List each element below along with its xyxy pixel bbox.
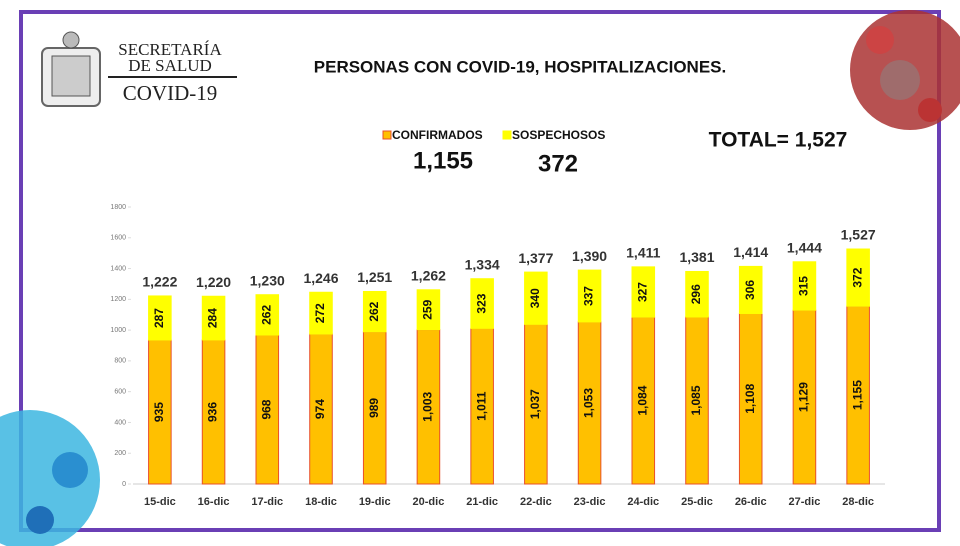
total-label: 1,262 — [411, 267, 446, 283]
x-tick-label: 24-dic — [627, 496, 659, 508]
total-label: 1,527 — [841, 227, 876, 243]
total-label: 1,334 — [465, 256, 500, 272]
bar-segment — [524, 271, 548, 325]
total-label: 1,390 — [572, 248, 607, 264]
x-tick-label: 25-dic — [681, 496, 713, 508]
segment-label: 315 — [797, 276, 811, 296]
frame — [19, 10, 941, 532]
bar-segment — [792, 261, 817, 311]
segment-label: 936 — [206, 402, 220, 422]
segment-label: 1,084 — [635, 385, 649, 415]
summary-total: TOTAL= 1,527 — [709, 129, 848, 152]
y-tick-label: 1400 — [110, 265, 126, 272]
bar-segment — [362, 290, 387, 333]
segment-label: 323 — [474, 293, 488, 313]
segment-label: 262 — [259, 305, 273, 325]
x-tick-label: 16-dic — [198, 496, 230, 508]
bar-segment — [309, 291, 333, 335]
total-label: 1,246 — [303, 270, 338, 286]
x-tick-label: 18-dic — [305, 496, 337, 508]
virus-decoration — [850, 10, 960, 130]
y-tick-label: 600 — [114, 389, 126, 396]
segment-label: 1,108 — [743, 383, 757, 413]
segment-label: 262 — [367, 301, 381, 321]
segment-label: 1,011 — [474, 391, 488, 421]
bar-segment — [470, 278, 494, 329]
y-tick-label: 1200 — [110, 296, 126, 303]
y-tick-label: 0 — [122, 481, 126, 488]
total-label: 1,251 — [357, 269, 392, 285]
x-tick-label: 17-dic — [251, 496, 283, 508]
chart-title: PERSONAS CON COVID-19, HOSPITALIZACIONES… — [314, 57, 726, 76]
segment-label: 968 — [259, 399, 273, 419]
x-tick-label: 21-dic — [466, 496, 498, 508]
bar-segment — [201, 295, 226, 341]
segment-label: 1,003 — [421, 391, 435, 421]
segment-label: 1,053 — [582, 388, 596, 418]
segment-label: 974 — [313, 399, 327, 419]
legend-label: SOSPECHOSOS — [512, 128, 605, 142]
bar-segment — [685, 270, 709, 318]
total-label: 1,377 — [518, 250, 553, 266]
summary-confirmed: 1,155 — [413, 147, 473, 174]
segment-label: 935 — [152, 402, 166, 422]
legend-swatch — [502, 130, 512, 140]
total-label: 1,411 — [626, 245, 660, 261]
segment-label: 327 — [635, 282, 649, 302]
bar-segment — [738, 265, 763, 314]
segment-label: 1,129 — [797, 382, 811, 412]
y-tick-label: 800 — [114, 358, 126, 365]
summary-suspected: 372 — [538, 150, 578, 177]
program: COVID-19 — [123, 81, 218, 105]
total-label: 1,381 — [679, 249, 714, 265]
bar-segment — [148, 295, 172, 341]
segment-label: 372 — [850, 267, 864, 287]
total-label: 1,222 — [142, 274, 177, 290]
segment-label: 337 — [582, 286, 596, 306]
y-tick-label: 1000 — [110, 327, 126, 334]
legend-swatch — [382, 130, 392, 140]
segment-label: 1,037 — [528, 389, 542, 419]
total-label: 1,230 — [250, 272, 285, 288]
segment-label: 989 — [367, 398, 381, 418]
bar-segment — [255, 294, 280, 336]
segment-label: 272 — [313, 303, 327, 323]
segment-label: 287 — [152, 308, 166, 328]
segment-label: 296 — [689, 284, 703, 304]
total-label: 1,220 — [196, 274, 231, 290]
x-tick-label: 23-dic — [574, 496, 606, 508]
segment-label: 259 — [421, 299, 435, 319]
x-tick-label: 27-dic — [789, 496, 821, 508]
x-tick-label: 26-dic — [735, 496, 767, 508]
x-tick-label: 28-dic — [842, 496, 874, 508]
virus-decoration — [0, 410, 100, 546]
segment-label: 306 — [743, 280, 757, 300]
logo — [41, 31, 101, 107]
segment-label: 1,085 — [689, 385, 703, 415]
total-label: 1,414 — [733, 244, 768, 260]
segment-label: 284 — [206, 308, 220, 328]
x-tick-label: 19-dic — [359, 496, 391, 508]
y-tick-label: 400 — [114, 419, 126, 426]
y-tick-label: 1600 — [110, 235, 126, 242]
total-label: 1,444 — [787, 239, 822, 255]
bar-segment — [631, 266, 656, 318]
bar-segment — [416, 289, 441, 331]
bar-segment — [577, 269, 602, 323]
x-tick-label: 15-dic — [144, 496, 176, 508]
segment-label: 1,155 — [850, 380, 864, 410]
x-tick-label: 20-dic — [413, 496, 445, 508]
y-tick-label: 1800 — [110, 204, 126, 211]
legend-label: CONFIRMADOS — [392, 128, 483, 142]
agency-line: DE SALUD — [128, 56, 212, 75]
agency-line: SECRETARÍA — [118, 40, 222, 59]
segment-label: 340 — [528, 288, 542, 308]
y-tick-label: 200 — [114, 450, 126, 457]
x-tick-label: 22-dic — [520, 496, 552, 508]
bar-segment — [846, 248, 870, 307]
